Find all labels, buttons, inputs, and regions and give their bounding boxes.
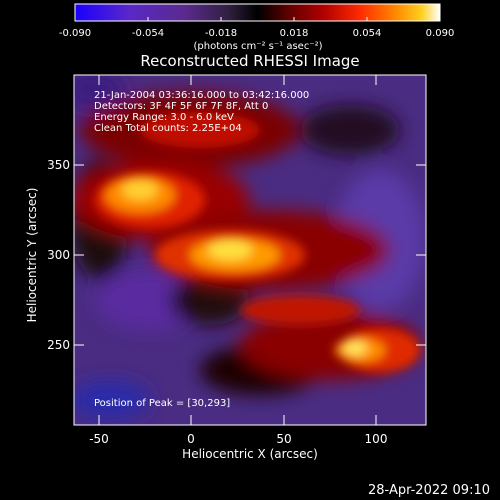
x-tick-label: 0 — [187, 432, 195, 446]
x-tick-label: 100 — [365, 432, 388, 446]
info-line: Clean Total counts: 2.25E+04 — [94, 123, 242, 134]
x-tick-label: 50 — [276, 432, 291, 446]
colorbar-units-label: (photons cm⁻² s⁻¹ asec⁻²) — [193, 41, 322, 52]
colorbar-tick-label: -0.018 — [205, 28, 237, 39]
rhessi-image-plot: -50 0 50 100 250 300 350 Heliocentric X … — [25, 74, 427, 461]
y-tick-label: 350 — [47, 158, 70, 172]
info-line: Detectors: 3F 4F 5F 6F 7F 8F, Att 0 — [94, 101, 268, 112]
plot-frame — [73, 74, 427, 426]
colorbar-gradient — [74, 3, 441, 22]
y-tick-label: 250 — [47, 338, 70, 352]
y-axis-label: Heliocentric Y (arcsec) — [25, 188, 39, 323]
x-tick-label: -50 — [89, 432, 109, 446]
info-line: 21-Jan-2004 03:36:16.000 to 03:42:16.000 — [94, 90, 309, 101]
y-axis-ticks — [74, 164, 426, 346]
colorbar: -0.090 -0.054 -0.018 0.018 0.054 0.090 (… — [59, 3, 455, 52]
colorbar-tick-label: -0.090 — [59, 28, 91, 39]
image-map — [74, 75, 426, 425]
x-axis-ticks — [98, 75, 377, 425]
y-tick-label: 300 — [47, 248, 70, 262]
colorbar-tick-label: 0.018 — [280, 28, 309, 39]
colorbar-tick-label: -0.054 — [132, 28, 164, 39]
colorbar-tick-label: 0.090 — [426, 28, 455, 39]
colorbar-ticks — [74, 17, 441, 21]
peak-position-label: Position of Peak = [30,293] — [94, 398, 230, 409]
colorbar-tick-label: 0.054 — [353, 28, 382, 39]
footer-timestamp: 28-Apr-2022 09:10 — [368, 483, 490, 498]
info-line: Energy Range: 3.0 - 6.0 keV — [94, 112, 234, 123]
image-title: Reconstructed RHESSI Image — [140, 52, 360, 70]
x-axis-label: Heliocentric X (arcsec) — [182, 447, 318, 461]
